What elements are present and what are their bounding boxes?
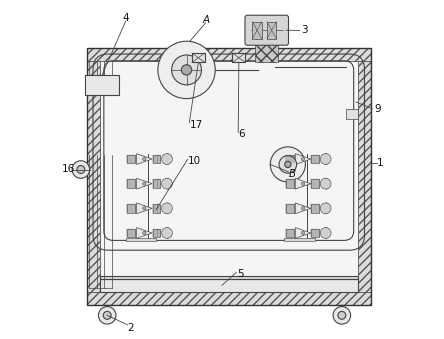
Text: 3: 3: [301, 25, 308, 35]
Bar: [358, 61, 371, 292]
FancyBboxPatch shape: [245, 15, 289, 45]
Bar: [286, 155, 293, 163]
Text: 17: 17: [190, 120, 203, 129]
Bar: [87, 48, 371, 304]
Polygon shape: [137, 178, 152, 189]
Bar: [192, 53, 205, 62]
Polygon shape: [295, 227, 311, 238]
Circle shape: [285, 161, 291, 167]
Wedge shape: [321, 203, 329, 214]
Bar: [100, 61, 358, 292]
Circle shape: [320, 203, 331, 214]
Bar: [312, 204, 319, 213]
Circle shape: [301, 231, 305, 235]
Polygon shape: [295, 154, 311, 164]
Bar: [85, 75, 119, 95]
Text: A: A: [202, 15, 210, 25]
Bar: [87, 61, 100, 292]
Circle shape: [333, 306, 351, 324]
Wedge shape: [321, 178, 329, 190]
Circle shape: [77, 165, 85, 174]
Polygon shape: [295, 203, 311, 214]
Text: 5: 5: [237, 269, 244, 279]
Circle shape: [143, 231, 146, 235]
Bar: [127, 228, 135, 237]
Bar: [100, 276, 358, 279]
Circle shape: [162, 178, 172, 189]
Text: 1: 1: [377, 158, 384, 168]
Bar: [252, 22, 262, 39]
Wedge shape: [321, 227, 329, 239]
Circle shape: [301, 207, 305, 210]
Circle shape: [162, 227, 172, 238]
Circle shape: [72, 161, 90, 178]
Polygon shape: [295, 178, 311, 189]
Bar: [100, 279, 358, 292]
Bar: [126, 238, 156, 241]
Circle shape: [172, 55, 202, 85]
Circle shape: [162, 203, 172, 214]
Bar: [312, 155, 319, 163]
Circle shape: [143, 157, 146, 161]
Bar: [127, 179, 135, 188]
Text: 2: 2: [127, 322, 134, 333]
Bar: [267, 22, 276, 39]
Text: 6: 6: [238, 129, 245, 139]
Polygon shape: [137, 227, 152, 238]
Circle shape: [182, 65, 192, 75]
Bar: [127, 204, 135, 213]
Wedge shape: [163, 203, 170, 214]
Bar: [87, 48, 371, 61]
Circle shape: [143, 182, 146, 185]
Wedge shape: [163, 178, 170, 190]
Circle shape: [320, 227, 331, 238]
Text: B: B: [289, 168, 296, 179]
Bar: [255, 43, 278, 62]
Wedge shape: [321, 153, 329, 165]
Circle shape: [301, 182, 305, 185]
Circle shape: [143, 207, 146, 210]
Circle shape: [270, 147, 305, 182]
Wedge shape: [163, 227, 170, 239]
Polygon shape: [137, 203, 152, 214]
Text: 16: 16: [62, 164, 75, 175]
Bar: [346, 109, 358, 119]
Bar: [233, 53, 245, 62]
Circle shape: [320, 154, 331, 164]
Bar: [286, 228, 293, 237]
Circle shape: [103, 312, 111, 319]
Bar: [312, 228, 319, 237]
Circle shape: [279, 156, 297, 173]
Circle shape: [338, 312, 346, 319]
Circle shape: [158, 41, 215, 99]
Bar: [153, 179, 160, 188]
Bar: [153, 155, 160, 163]
Circle shape: [301, 157, 305, 161]
Bar: [285, 238, 315, 241]
Text: 10: 10: [188, 156, 202, 166]
Bar: [87, 292, 371, 304]
Bar: [312, 179, 319, 188]
Circle shape: [320, 178, 331, 189]
Circle shape: [99, 306, 116, 324]
Wedge shape: [163, 153, 170, 165]
Bar: [153, 204, 160, 213]
Bar: [153, 228, 160, 237]
Bar: [286, 179, 293, 188]
Text: 4: 4: [123, 13, 129, 23]
Text: 9: 9: [374, 104, 381, 114]
Bar: [286, 204, 293, 213]
Polygon shape: [137, 154, 152, 164]
Circle shape: [162, 154, 172, 164]
Bar: [127, 155, 135, 163]
